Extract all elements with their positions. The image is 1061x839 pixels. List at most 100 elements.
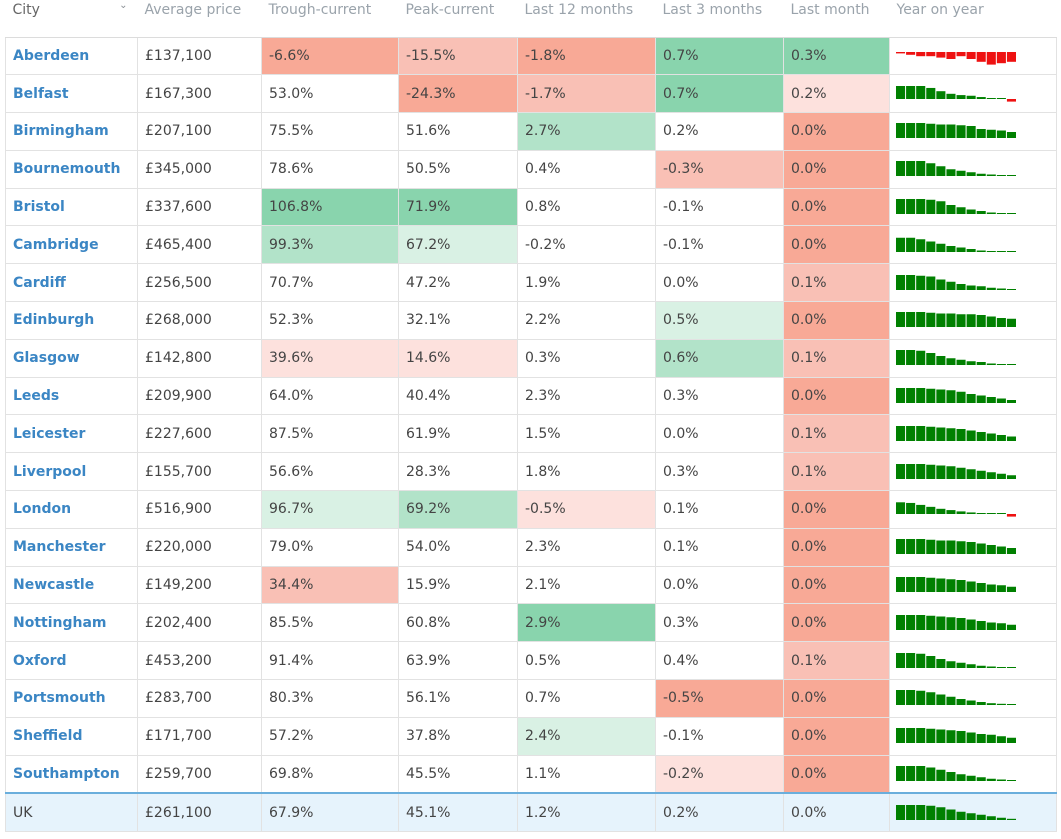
sparkline-bar [966, 430, 976, 441]
table-row: Oxford £453,200 91.4% 63.9% 0.5% 0.4% 0.1% [5, 641, 1057, 681]
peak-current-cell: 61.9% [398, 414, 518, 454]
year-on-year-sparkline [896, 614, 1016, 630]
year-on-year-sparkline-cell [889, 679, 1057, 718]
peak-current-cell: 50.5% [398, 149, 518, 189]
sparkline-bar [946, 660, 956, 668]
city-cell[interactable]: Bournemouth [5, 149, 138, 189]
city-cell[interactable]: Bristol [5, 187, 138, 227]
sparkline-bar [996, 250, 1006, 252]
city-cell[interactable]: Glasgow [5, 338, 138, 378]
sparkline-bar [896, 577, 906, 593]
sparkline-bar [936, 51, 946, 58]
trough-current-cell: 57.2% [261, 716, 399, 756]
sparkline-bar [996, 546, 1006, 555]
city-cell[interactable]: Birmingham [5, 112, 138, 151]
sparkline-bar [976, 211, 986, 215]
city-cell[interactable]: Nottingham [5, 603, 138, 643]
sparkline-bar [986, 287, 996, 290]
city-cell[interactable]: Belfast [5, 74, 138, 114]
sparkline-bar [936, 389, 946, 404]
sparkline-bar [916, 614, 926, 630]
last-12-months-cell: 2.3% [517, 376, 656, 416]
last-12-months-cell: 0.7% [517, 679, 656, 718]
last-3-months-cell: -0.1% [655, 225, 784, 265]
sparkline-bar [956, 774, 966, 781]
city-cell[interactable]: London [5, 490, 138, 529]
column-header-city[interactable]: City ⌄ [5, 0, 138, 38]
trough-current-cell: 91.4% [261, 641, 399, 681]
city-cell[interactable]: Aberdeen [5, 36, 138, 76]
sparkline-bar [946, 169, 956, 177]
column-header-year-on-year[interactable]: Year on year [889, 0, 1057, 38]
table-row: Cambridge £465,400 99.3% 67.2% -0.2% -0.1% 0.0… [5, 225, 1057, 265]
column-header-trough-current[interactable]: Trough-current [261, 0, 399, 38]
column-header-last-3-months[interactable]: Last 3 months [655, 0, 784, 38]
city-cell[interactable]: Cambridge [5, 225, 138, 265]
average-price-cell: £337,600 [137, 187, 262, 227]
last-3-months-cell: -0.2% [655, 754, 784, 794]
city-cell[interactable]: Newcastle [5, 565, 138, 605]
sparkline-bar [956, 731, 966, 744]
sparkline-bar [896, 51, 906, 54]
city-cell[interactable]: Cardiff [5, 263, 138, 303]
city-cell[interactable]: Liverpool [5, 452, 138, 492]
city-cell[interactable]: Sheffield [5, 716, 138, 756]
sparkline-bar [936, 243, 946, 252]
column-header-last-month[interactable]: Last month [783, 0, 890, 38]
sparkline-bar [1006, 514, 1016, 518]
table-row: Glasgow £142,800 39.6% 14.6% 0.3% 0.6% 0.1% [5, 338, 1057, 378]
last-3-months-cell: 0.3% [655, 603, 784, 643]
table-row: Sheffield £171,700 57.2% 37.8% 2.4% -0.1% 0.0% [5, 716, 1057, 756]
sparkline-bar [936, 694, 946, 706]
table-body: Aberdeen £137,100 -6.6% -15.5% -1.8% 0.7% 0.3%… [5, 36, 1057, 833]
sparkline-bar [1006, 586, 1016, 593]
sparkline-bar [916, 351, 926, 366]
sparkline-bar [966, 775, 976, 781]
sparkline-bar [1006, 666, 1016, 668]
city-cell[interactable]: Manchester [5, 527, 138, 567]
sparkline-bar [966, 51, 976, 59]
peak-current-cell: 63.9% [398, 641, 518, 681]
last-month-cell: 0.0% [783, 225, 890, 265]
peak-current-cell: 28.3% [398, 452, 518, 492]
sparkline-bar [906, 274, 916, 290]
peak-current-cell: 32.1% [398, 301, 518, 340]
city-cell[interactable]: Portsmouth [5, 679, 138, 718]
sparkline-bar [946, 540, 956, 555]
year-on-year-sparkline-cell [889, 603, 1057, 643]
sparkline-bar [926, 615, 936, 630]
sparkline-bar [966, 581, 976, 593]
city-cell[interactable]: Leicester [5, 414, 138, 454]
peak-current-cell: 69.2% [398, 490, 518, 529]
sparkline-bar [996, 398, 1006, 404]
sparkline-bar [966, 700, 976, 706]
sparkline-bar [1006, 548, 1016, 555]
sparkline-bar [976, 285, 986, 290]
sparkline-bar [966, 361, 976, 366]
sparkline-bar [956, 580, 966, 593]
sparkline-bar [986, 397, 996, 404]
sparkline-bar [1006, 250, 1016, 252]
last-12-months-cell: 1.5% [517, 414, 656, 454]
sort-chevron-down-icon[interactable]: ⌄ [119, 0, 128, 11]
sparkline-bar [936, 166, 946, 177]
sparkline-bar [906, 503, 916, 515]
city-cell[interactable]: Edinburgh [5, 301, 138, 340]
average-price-cell: £345,000 [137, 149, 262, 189]
city-cell[interactable]: Southampton [5, 754, 138, 794]
sparkline-bar [896, 274, 906, 290]
table-row: London £516,900 96.7% 69.2% -0.5% 0.1% 0.0% [5, 490, 1057, 529]
last-month-cell: 0.0% [783, 112, 890, 151]
last-month-cell: 0.0% [783, 149, 890, 189]
column-header-average-price[interactable]: Average price [137, 0, 262, 38]
city-cell[interactable]: Leeds [5, 376, 138, 416]
sparkline-bar [976, 96, 986, 99]
sparkline-bar [976, 777, 986, 781]
city-cell[interactable]: Oxford [5, 641, 138, 681]
sparkline-bar [1006, 436, 1016, 441]
sparkline-bar [966, 663, 976, 668]
column-header-peak-current[interactable]: Peak-current [398, 0, 518, 38]
column-header-last-12-months[interactable]: Last 12 months [517, 0, 656, 38]
trough-current-cell: 85.5% [261, 603, 399, 643]
sparkline-bar [916, 765, 926, 781]
